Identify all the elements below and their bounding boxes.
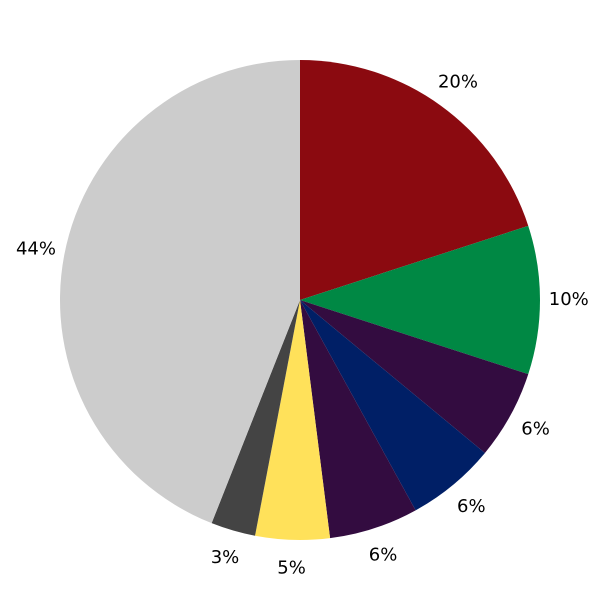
slice-label: 10%: [549, 289, 589, 310]
slice-label: 6%: [369, 545, 398, 566]
pie-slice: [300, 300, 485, 511]
pie-slice: [300, 225, 540, 375]
pie-slice: [255, 300, 331, 540]
pie-slice: [211, 300, 300, 536]
slice-label: 3%: [211, 547, 240, 568]
pie-slice: [300, 60, 529, 300]
pie-slice: [300, 300, 416, 539]
pie-labels: 20% 10% 6% 6% 6% 5% 3% 44%: [16, 72, 589, 579]
slice-label: 6%: [457, 496, 486, 517]
pie-slices: [59, 60, 540, 540]
slice-label: 44%: [16, 239, 56, 260]
slice-label: 20%: [438, 72, 478, 93]
pie-slice: [59, 60, 300, 524]
slice-label: 5%: [277, 558, 306, 579]
slice-label: 6%: [521, 418, 550, 439]
pie-slice: [300, 300, 529, 453]
